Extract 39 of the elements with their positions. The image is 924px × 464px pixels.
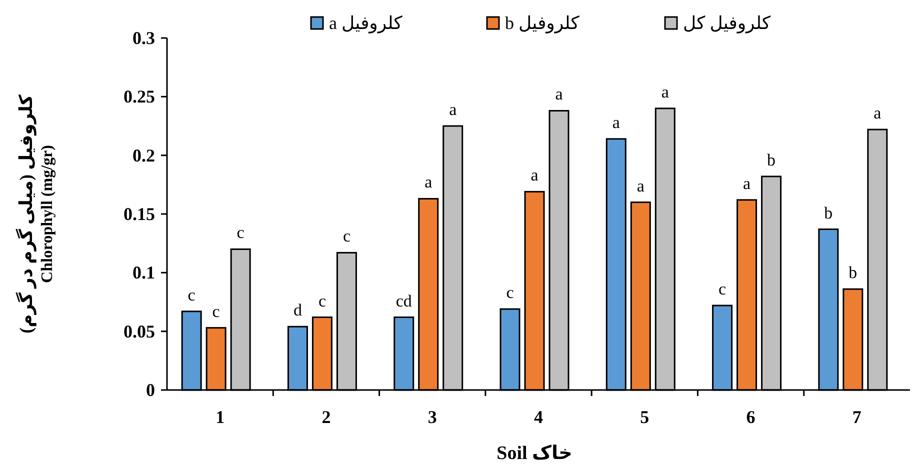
data-label: a	[449, 100, 458, 119]
data-label: c	[506, 283, 514, 302]
data-label: a	[874, 104, 882, 123]
y-tick-label: 0.3	[132, 28, 155, 48]
data-label: c	[236, 223, 245, 242]
x-axis-title: خاک Soil	[496, 443, 572, 464]
y-tick-label: 0.1	[132, 262, 155, 283]
data-label: c	[188, 285, 196, 304]
x-tick-label: 3	[428, 407, 437, 427]
y-tick-label: 0.25	[124, 86, 155, 107]
data-label: a	[555, 84, 564, 104]
y-tick-label: 0.05	[124, 321, 155, 342]
data-label: cd	[396, 291, 412, 310]
data-label: c	[318, 291, 326, 310]
legend-label: کلروفیل a	[329, 13, 403, 34]
y-tick-label: 0	[146, 380, 155, 400]
data-label: a	[661, 82, 670, 102]
data-label: b	[848, 263, 858, 282]
data-label: c	[342, 226, 351, 246]
data-label: b	[767, 150, 776, 170]
legend-label: کلروفیل b	[505, 13, 580, 34]
data-label: b	[824, 203, 833, 222]
x-tick-label: 2	[322, 407, 331, 427]
data-label: a	[636, 176, 645, 196]
data-label: c	[212, 302, 220, 321]
legend-label: کلروفیل کل	[683, 13, 771, 34]
y-tick-label: 0.2	[132, 145, 155, 166]
data-label: d	[293, 300, 302, 320]
data-label: c	[718, 280, 727, 299]
x-tick-label: 7	[852, 407, 862, 427]
x-tick-label: 6	[746, 407, 756, 427]
data-label: a	[612, 112, 620, 132]
data-label: a	[424, 172, 433, 192]
x-tick-label: 4	[534, 407, 543, 427]
y-tick-label: 0.15	[124, 204, 155, 224]
data-label: a	[530, 166, 539, 185]
data-label: a	[743, 174, 752, 193]
x-tick-label: 5	[640, 407, 650, 427]
x-tick-label: 1	[216, 407, 225, 427]
